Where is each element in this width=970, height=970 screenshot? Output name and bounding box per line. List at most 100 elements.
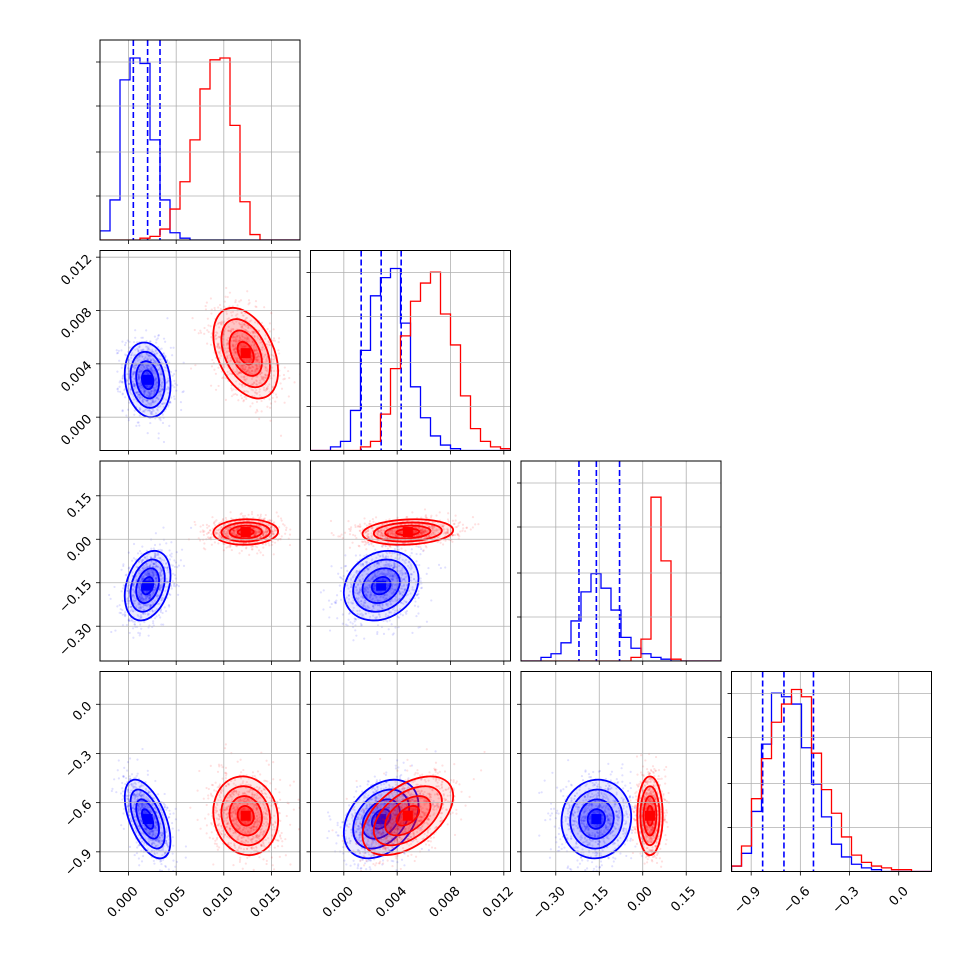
sample-point [285, 526, 288, 529]
sample-point [141, 595, 144, 598]
sample-point [386, 585, 390, 588]
sample-point [272, 337, 276, 340]
sample-point [137, 375, 140, 378]
sample-point [231, 310, 235, 313]
sample-point [288, 376, 291, 380]
sample-point [255, 400, 259, 403]
sample-point [222, 333, 225, 336]
sample-point [454, 519, 457, 522]
sample-point [132, 372, 135, 375]
sample-point [254, 305, 257, 308]
sample-point [160, 585, 163, 588]
sample-point [145, 371, 148, 374]
sample-point [228, 372, 232, 375]
sample-point [123, 613, 126, 616]
sample-point [417, 592, 420, 595]
sample-point [241, 333, 244, 336]
sample-point [352, 639, 355, 642]
sample-point [414, 580, 418, 583]
sample-point [158, 390, 162, 393]
sample-point [268, 535, 271, 538]
sample-point [148, 577, 151, 580]
sample-point [345, 623, 348, 626]
sample-point [148, 603, 151, 606]
sample-point [151, 590, 154, 593]
sample-point [393, 548, 397, 551]
sample-point [133, 371, 136, 374]
sample-point [150, 411, 154, 414]
sample-point [235, 335, 239, 339]
sample-point [415, 615, 418, 618]
sample-point [411, 586, 414, 589]
sample-point [145, 371, 148, 374]
sample-point [358, 589, 361, 592]
sample-point [229, 526, 232, 529]
sample-point [256, 410, 259, 413]
sample-point [217, 347, 220, 350]
sample-point [257, 329, 261, 332]
sample-point [151, 369, 155, 373]
sample-point [147, 391, 150, 394]
sample-point [161, 388, 164, 391]
sample-point [379, 596, 382, 599]
sample-point [367, 543, 371, 546]
sample-point [158, 586, 161, 589]
sample-point [258, 365, 261, 368]
sample-point [236, 356, 240, 360]
sample-point [145, 385, 149, 388]
sample-point [394, 575, 397, 578]
sample-point [137, 375, 140, 378]
sample-point [138, 588, 142, 591]
sample-point [269, 534, 272, 537]
sample-point [137, 349, 140, 353]
sample-point [277, 515, 280, 518]
sample-point [148, 596, 151, 599]
sample-point [358, 591, 361, 594]
sample-point [245, 333, 248, 337]
sample-point [264, 531, 267, 534]
sample-point [257, 330, 261, 333]
sample-point [271, 385, 274, 388]
sample-point [366, 588, 370, 591]
sample-point [156, 551, 159, 555]
sample-point [150, 392, 153, 395]
sample-point [348, 612, 351, 615]
sample-point [237, 371, 241, 375]
sample-point [261, 377, 264, 380]
sample-point [377, 591, 381, 594]
sample-point [160, 623, 163, 626]
sample-point [399, 607, 402, 611]
sample-point [140, 370, 143, 373]
sample-point [242, 328, 245, 331]
sample-point [417, 612, 420, 615]
sample-point [239, 325, 242, 329]
sample-point [155, 380, 158, 384]
sample-point [225, 343, 228, 347]
sample-point [236, 534, 239, 537]
sample-point [388, 590, 391, 593]
sample-point [403, 578, 406, 581]
sample-point [381, 596, 385, 599]
sample-point [229, 511, 232, 514]
sample-point [134, 366, 138, 369]
sample-point [148, 570, 152, 573]
sample-point [175, 583, 179, 586]
sample-point [248, 320, 251, 323]
sample-point [147, 409, 150, 412]
sample-point [362, 604, 365, 607]
sample-point [148, 386, 151, 389]
sample-point [161, 413, 164, 416]
sample-point [261, 348, 264, 351]
sample-point [154, 587, 158, 590]
sample-point [149, 596, 152, 599]
sample-point [277, 341, 280, 344]
sample-point [273, 358, 276, 361]
sample-point [152, 563, 156, 566]
sample-point [243, 368, 246, 371]
sample-point [256, 367, 259, 371]
sample-point [131, 380, 134, 384]
sample-point [139, 395, 142, 398]
sample-point [137, 606, 140, 609]
sample-point [152, 386, 155, 389]
sample-point [251, 366, 254, 369]
